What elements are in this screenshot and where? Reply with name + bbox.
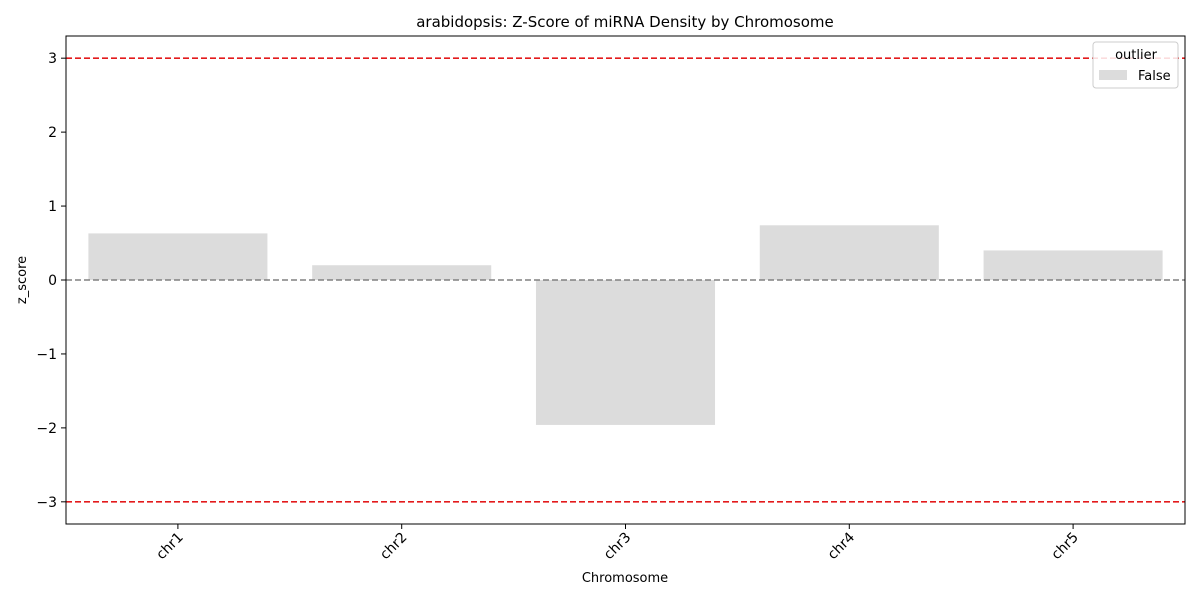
chart-title: arabidopsis: Z-Score of miRNA Density by…	[416, 13, 834, 31]
legend-entry-label: False	[1138, 69, 1171, 84]
bar-chr1	[88, 233, 268, 280]
bar-chr2	[312, 265, 492, 280]
x-tick-label-chr2: chr2	[377, 530, 410, 563]
legend-swatch	[1099, 70, 1127, 80]
legend: outlier False	[1092, 41, 1179, 89]
x-tick-label-chr4: chr4	[825, 529, 858, 562]
y-tick-label: 1	[48, 199, 57, 215]
x-axis-label: Chromosome	[582, 571, 668, 586]
y-axis: −3 −2 −1 0 1 2 3	[36, 51, 66, 511]
y-tick-label: 0	[48, 273, 57, 289]
y-tick-label: −2	[36, 421, 57, 437]
y-axis-label: z_score	[15, 256, 30, 304]
x-tick-label-chr3: chr3	[601, 530, 634, 563]
y-tick-label: −3	[36, 495, 57, 511]
y-tick-label: 2	[48, 125, 57, 141]
legend-title: outlier	[1115, 48, 1158, 63]
bar-chr3	[535, 280, 716, 425]
y-tick-label: 3	[48, 51, 57, 67]
bar-chr4	[759, 225, 939, 280]
plot-area	[66, 57, 1185, 503]
y-tick-label: −1	[36, 347, 57, 363]
x-axis: chr1 chr2 chr3 chr4 chr5	[153, 524, 1082, 563]
x-tick-label-chr5: chr5	[1049, 530, 1082, 563]
bar-chr5	[983, 250, 1163, 280]
x-tick-label-chr1: chr1	[153, 530, 186, 563]
